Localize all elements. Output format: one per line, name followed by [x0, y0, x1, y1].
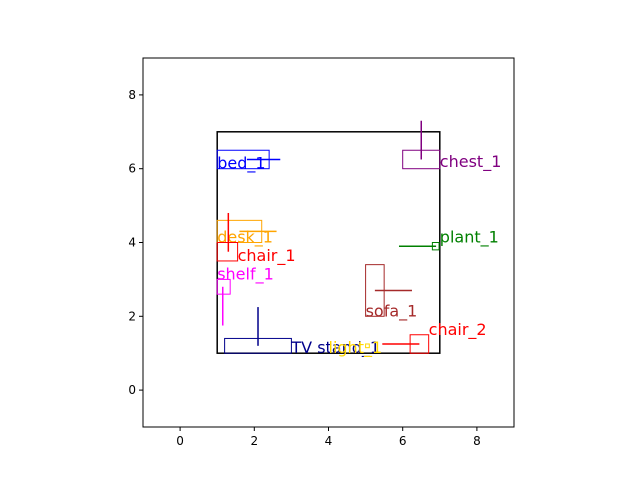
plant-1-label: plant_1 — [440, 228, 499, 248]
y-axis: 0 2 4 6 8 — [128, 88, 143, 397]
object-shelf-1: shelf_1 — [216, 264, 274, 326]
x-tick-label: 0 — [176, 434, 184, 448]
y-tick-label: 8 — [128, 88, 136, 102]
object-tv-stand-1: TV stand_1 — [224, 307, 380, 358]
shelf-1-box — [216, 278, 231, 295]
desk-1-label: desk_1 — [217, 228, 273, 248]
shelf-1-label: shelf_1 — [217, 264, 274, 284]
chest-1-label: chest_1 — [440, 152, 502, 172]
x-tick-label: 4 — [325, 434, 333, 448]
object-chair-1: chair_1 — [216, 212, 296, 266]
object-chest-1: chest_1 — [402, 120, 502, 172]
chair-1-label: chair_1 — [238, 246, 296, 266]
y-tick-label: 0 — [128, 383, 136, 397]
x-tick-label: 6 — [399, 434, 407, 448]
x-tick-label: 2 — [250, 434, 258, 448]
object-plant-1: plant_1 — [398, 228, 499, 251]
object-light-1: light_1 — [329, 338, 383, 358]
light-1-label: light_1 — [329, 338, 383, 358]
x-axis: 0 2 4 6 8 — [176, 427, 481, 448]
object-sofa-1: sofa_1 — [365, 264, 418, 321]
y-tick-label: 6 — [128, 162, 136, 176]
object-chair-2: chair_2 — [382, 320, 487, 354]
bed-1-label: bed_1 — [217, 154, 265, 174]
light-1-box — [365, 343, 370, 349]
y-tick-label: 4 — [128, 236, 136, 250]
x-tick-label: 8 — [473, 434, 481, 448]
chair-1-box — [216, 242, 239, 262]
chair-2-label: chair_2 — [429, 320, 487, 340]
tv-stand-1-label: TV stand_1 — [290, 338, 380, 358]
y-tick-label: 2 — [128, 309, 136, 323]
object-bed-1: bed_1 — [216, 149, 281, 174]
sofa-1-label: sofa_1 — [366, 301, 418, 321]
